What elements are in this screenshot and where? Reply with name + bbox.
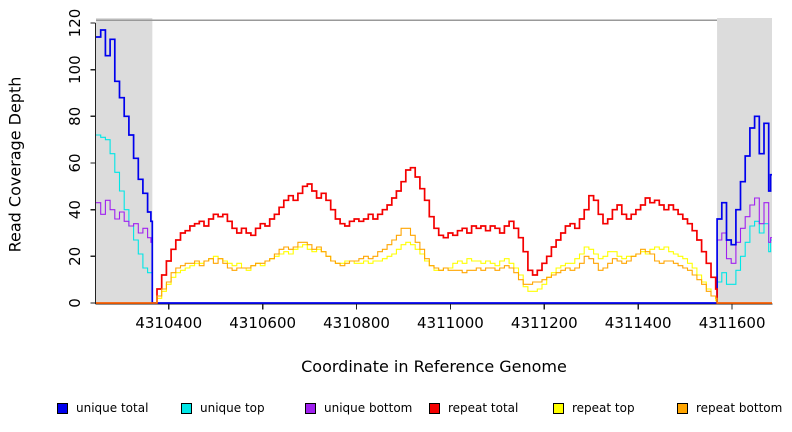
legend-swatch-unique-bottom bbox=[305, 402, 316, 414]
y-tick-label: 40 bbox=[66, 200, 84, 219]
legend-item-unique-total: unique total bbox=[57, 399, 148, 417]
legend-swatch-repeat-total bbox=[429, 402, 440, 414]
x-tick-label: 4311400 bbox=[605, 314, 672, 332]
legend: unique total unique top unique bottom re… bbox=[0, 399, 792, 423]
legend-swatch-unique-top bbox=[181, 402, 192, 414]
legend-label: unique total bbox=[76, 401, 149, 415]
y-tick-label: 100 bbox=[66, 55, 84, 84]
legend-label: repeat top bbox=[572, 401, 635, 415]
series-line-unique-bottom bbox=[96, 197, 772, 304]
x-axis-title: Coordinate in Reference Genome bbox=[301, 357, 567, 376]
y-tick-label: 20 bbox=[66, 247, 84, 266]
x-tick-label: 4311600 bbox=[699, 314, 766, 332]
legend-label: unique top bbox=[200, 401, 265, 415]
legend-item-repeat-top: repeat top bbox=[553, 399, 635, 417]
legend-item-repeat-bottom: repeat bottom bbox=[677, 399, 782, 417]
series-line-repeat-total bbox=[96, 166, 772, 304]
series-line-repeat-bottom bbox=[96, 227, 772, 304]
legend-label: repeat total bbox=[448, 401, 519, 415]
legend-label: repeat bottom bbox=[696, 401, 783, 415]
series-line-repeat-top bbox=[96, 241, 772, 304]
y-tick-label: 60 bbox=[66, 153, 84, 172]
series-line-unique-total bbox=[96, 29, 772, 304]
y-tick-label: 80 bbox=[66, 107, 84, 126]
x-tick-label: 4311000 bbox=[417, 314, 484, 332]
x-tick-label: 4310600 bbox=[229, 314, 296, 332]
legend-item-unique-top: unique top bbox=[181, 399, 265, 417]
legend-label: unique bottom bbox=[324, 401, 413, 415]
x-tick-label: 4311200 bbox=[511, 314, 578, 332]
legend-swatch-unique-total bbox=[57, 402, 68, 414]
legend-item-unique-bottom: unique bottom bbox=[305, 399, 412, 417]
x-tick-label: 4310800 bbox=[323, 314, 390, 332]
y-tick-label: 0 bbox=[66, 298, 84, 308]
legend-swatch-repeat-bottom bbox=[677, 402, 688, 414]
coverage-plot: 0 20 40 60 80 100 120 4310400 4310600 4310800 4311… bbox=[66, 9, 773, 332]
shaded-region-left bbox=[96, 18, 153, 304]
y-tick-label: 120 bbox=[66, 9, 84, 38]
y-axis-title: Read Coverage Depth bbox=[5, 76, 25, 253]
x-tick-label: 4310400 bbox=[135, 314, 202, 332]
legend-item-repeat-total: repeat total bbox=[429, 399, 518, 417]
legend-swatch-repeat-top bbox=[553, 402, 564, 414]
